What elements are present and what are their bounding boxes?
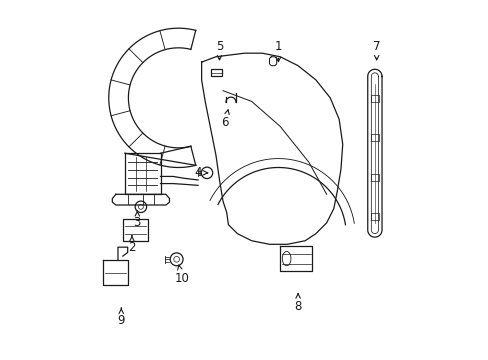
Text: 4: 4: [194, 166, 207, 179]
Bar: [370, 174, 378, 181]
Text: 9: 9: [117, 308, 125, 327]
Text: 1: 1: [274, 40, 282, 62]
Text: 10: 10: [174, 265, 189, 285]
Text: 3: 3: [133, 211, 141, 229]
Bar: [370, 213, 378, 220]
Bar: [370, 134, 378, 141]
Text: 2: 2: [128, 236, 136, 255]
Bar: [211, 69, 222, 76]
Text: 6: 6: [221, 110, 229, 129]
Text: 5: 5: [215, 40, 223, 60]
Bar: [370, 95, 378, 102]
Text: 7: 7: [372, 40, 380, 60]
Text: 8: 8: [294, 294, 301, 313]
